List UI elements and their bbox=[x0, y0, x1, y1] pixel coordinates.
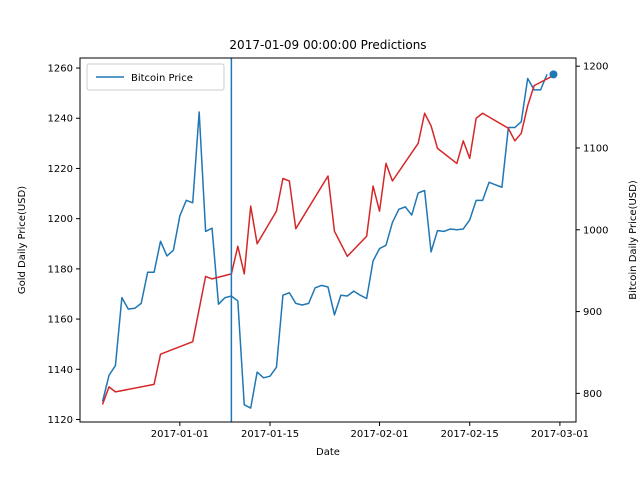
x-axis-label: Date bbox=[316, 447, 340, 458]
legend-label-bitcoin: Bitcoin Price bbox=[131, 73, 193, 84]
y-right-tick-label: 1200 bbox=[583, 62, 608, 73]
axes-layer: 2017-01-01 2017-01-15 2017-02-01 2017-02-15… bbox=[48, 57, 608, 440]
x-tick-label: 2017-02-01 bbox=[350, 429, 408, 440]
y-left-tick-label: 1220 bbox=[48, 164, 73, 175]
y-left-tick-label: 1140 bbox=[48, 365, 73, 376]
y-right-tick-label: 900 bbox=[583, 307, 602, 318]
series-layer bbox=[101, 58, 558, 422]
y-left-tick-label: 1200 bbox=[48, 214, 73, 225]
legend-box bbox=[86, 63, 225, 91]
x-tick-label: 2017-03-01 bbox=[531, 429, 589, 440]
y-left-tick-label: 1160 bbox=[48, 315, 73, 326]
gold-price-line bbox=[101, 74, 554, 405]
y-left-tick-label: 1240 bbox=[48, 114, 73, 125]
y-axis-left-label: Gold Daily Price(USD) bbox=[17, 186, 28, 294]
y-axis-right-label: Bitcoin Daily Price(USD) bbox=[628, 180, 639, 300]
y-left-tick-label: 1120 bbox=[48, 415, 73, 426]
y-right-tick-label: 800 bbox=[583, 389, 602, 400]
y-right-tick-label: 1000 bbox=[583, 225, 608, 236]
x-tick-label: 2017-01-01 bbox=[151, 429, 209, 440]
plot-frame bbox=[79, 57, 577, 423]
legend: Bitcoin Price bbox=[86, 63, 225, 91]
prediction-marker-point bbox=[549, 70, 558, 79]
chart-title: 2017-01-09 00:00:00 Predictions bbox=[229, 38, 426, 52]
x-tick-label: 2017-02-15 bbox=[441, 429, 499, 440]
x-tick-label: 2017-01-15 bbox=[241, 429, 299, 440]
y-left-tick-label: 1260 bbox=[48, 64, 73, 75]
y-left-tick-label: 1180 bbox=[48, 264, 73, 275]
bitcoin-price-line bbox=[101, 74, 548, 409]
y-right-tick-label: 1100 bbox=[583, 143, 608, 154]
